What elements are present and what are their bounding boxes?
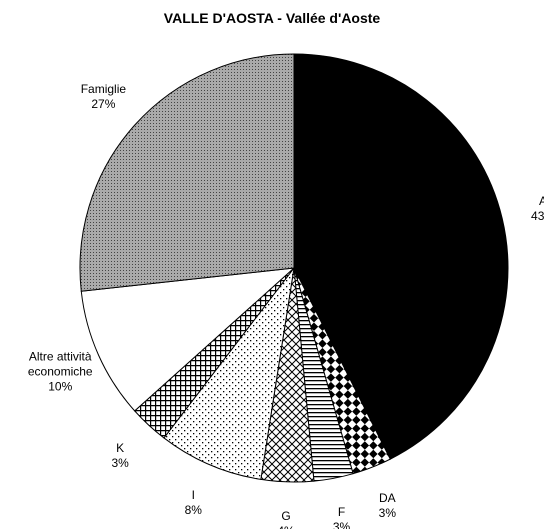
value-label: 8% bbox=[184, 503, 202, 518]
category-label: F bbox=[337, 504, 346, 519]
slice-label: G4% bbox=[241, 509, 331, 529]
pie-slice bbox=[163, 267, 295, 480]
slice-label: F 3% bbox=[297, 505, 387, 529]
pie-slice bbox=[80, 267, 296, 412]
value-label: 3% bbox=[111, 455, 129, 470]
category-label: DA bbox=[379, 491, 396, 506]
slice-label: K 3% bbox=[75, 441, 165, 471]
value-label: 3% bbox=[332, 519, 351, 529]
category-label: G bbox=[281, 508, 291, 523]
category-label: I bbox=[191, 488, 195, 503]
pie-slice bbox=[79, 53, 295, 292]
category-label: K bbox=[116, 440, 125, 455]
pie-slice bbox=[293, 53, 509, 460]
chart-title: VALLE D'AOSTA - Vallée d'Aoste bbox=[163, 10, 381, 26]
slice-label: A43% bbox=[498, 194, 544, 224]
slice-label: Famiglie 27% bbox=[58, 82, 148, 112]
value-label: 4% bbox=[241, 524, 331, 529]
slice-label: DA 3% bbox=[342, 491, 432, 521]
value-label: 3% bbox=[378, 506, 397, 521]
category-label: Famiglie bbox=[80, 82, 127, 97]
slice-label: I 8% bbox=[148, 488, 238, 518]
value-label: 10% bbox=[48, 379, 73, 394]
value-label: 43% bbox=[531, 208, 544, 223]
value-label: 27% bbox=[91, 97, 116, 112]
category-label: Altre attività economiche bbox=[27, 349, 93, 379]
category-label: A bbox=[539, 193, 544, 208]
slice-label: Altre attività economiche 10% bbox=[15, 350, 105, 395]
